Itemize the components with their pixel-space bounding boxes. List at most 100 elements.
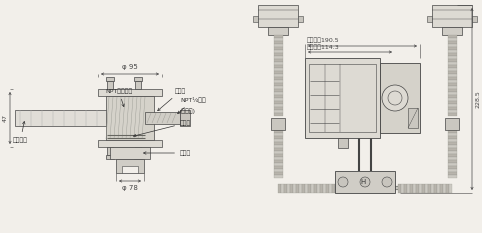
Bar (447, 148, 456, 151)
Bar (107, 147, 113, 155)
Bar (302, 184, 305, 192)
Bar (323, 184, 326, 192)
Bar (447, 145, 456, 148)
Bar (273, 41, 282, 44)
Bar (447, 98, 456, 101)
Circle shape (382, 85, 408, 111)
Bar (449, 184, 452, 192)
Bar (447, 157, 456, 160)
Bar (106, 77, 114, 81)
Bar (308, 184, 311, 192)
Bar (447, 142, 456, 145)
Bar (273, 110, 282, 113)
Bar (273, 80, 282, 83)
Text: (冲洗用): (冲洗用) (180, 108, 196, 114)
Bar (447, 53, 456, 56)
Bar (273, 104, 282, 107)
Bar (273, 53, 282, 56)
Bar (447, 92, 456, 95)
Bar (447, 47, 456, 50)
Bar (447, 50, 456, 53)
Circle shape (338, 177, 348, 187)
Bar (271, 118, 285, 130)
Bar (408, 108, 418, 128)
Bar (273, 101, 282, 104)
Bar (273, 62, 282, 65)
Bar (106, 96, 154, 140)
Bar (447, 44, 456, 47)
Bar (122, 166, 138, 173)
Circle shape (360, 177, 370, 187)
Bar (337, 138, 348, 148)
Bar (437, 184, 440, 192)
Bar (447, 71, 456, 74)
Bar (447, 83, 456, 86)
Bar (284, 184, 287, 192)
Bar (398, 184, 401, 192)
Bar (447, 59, 456, 62)
Bar (134, 155, 142, 159)
Bar (268, 27, 288, 35)
Bar (273, 163, 282, 166)
Bar (273, 139, 282, 142)
Bar (98, 140, 162, 147)
Bar (180, 110, 190, 126)
Text: φ 78: φ 78 (122, 185, 138, 191)
Text: 安装法兰: 安装法兰 (13, 121, 28, 143)
Bar (273, 157, 282, 160)
Bar (98, 89, 162, 96)
Bar (432, 5, 472, 27)
Bar (298, 16, 303, 22)
Bar (273, 166, 282, 169)
Bar (273, 130, 282, 133)
Bar (447, 172, 456, 175)
Bar (447, 80, 456, 83)
Bar (447, 160, 456, 163)
Bar (431, 184, 434, 192)
Bar (419, 184, 422, 192)
Bar (447, 163, 456, 166)
Bar (440, 184, 443, 192)
Bar (290, 184, 293, 192)
Bar (422, 184, 425, 192)
Bar (404, 184, 407, 192)
Bar (447, 41, 456, 44)
Bar (442, 27, 462, 35)
Bar (110, 147, 150, 159)
Bar (445, 118, 459, 130)
Bar (273, 142, 282, 145)
Bar (434, 184, 437, 192)
Text: 带指示表190.5: 带指示表190.5 (307, 38, 340, 43)
Bar (447, 136, 456, 139)
Bar (413, 184, 416, 192)
Bar (407, 184, 410, 192)
Bar (15, 110, 112, 126)
Bar (273, 77, 282, 80)
Bar (273, 175, 282, 178)
Bar (335, 171, 395, 193)
Bar (106, 155, 114, 159)
Bar (447, 166, 456, 169)
Text: NPT引压螺孔: NPT引压螺孔 (105, 88, 132, 107)
Bar (427, 16, 432, 22)
Bar (273, 74, 282, 77)
Bar (253, 16, 258, 22)
Bar (273, 47, 282, 50)
Bar (447, 110, 456, 113)
Bar (273, 98, 282, 101)
Bar (332, 184, 335, 192)
Bar (401, 184, 404, 192)
Bar (320, 184, 323, 192)
Bar (410, 184, 413, 192)
Bar (443, 184, 446, 192)
Bar (447, 35, 456, 38)
Bar (447, 77, 456, 80)
Bar (273, 169, 282, 172)
Bar (273, 92, 282, 95)
Bar (273, 35, 282, 38)
Bar (116, 159, 144, 173)
Text: 无指示表114.3: 无指示表114.3 (307, 45, 340, 50)
Bar (446, 184, 449, 192)
Bar (447, 56, 456, 59)
Bar (273, 133, 282, 136)
